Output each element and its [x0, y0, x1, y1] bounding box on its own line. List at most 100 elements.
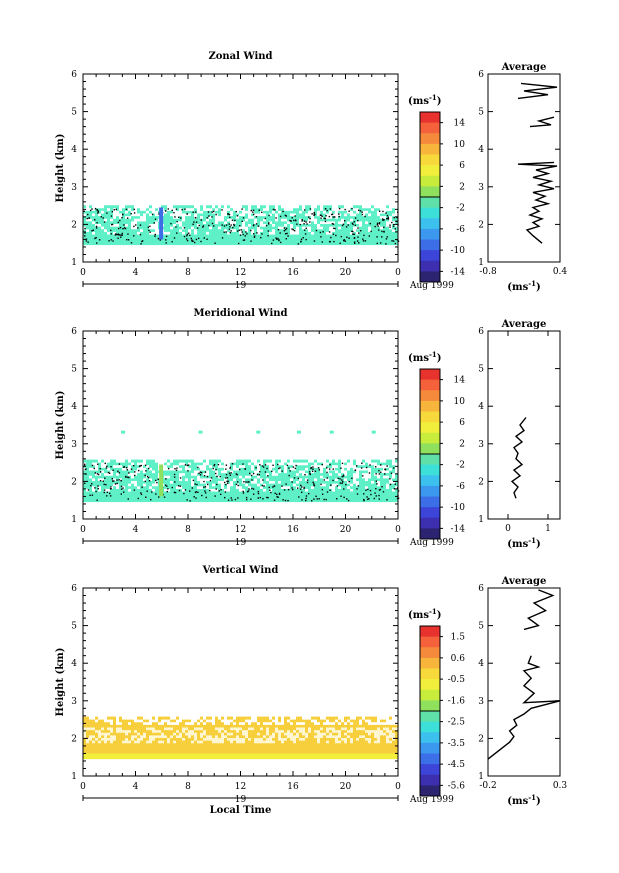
heatmap-cell	[350, 464, 353, 468]
heatmap-cell	[209, 485, 212, 489]
heatmap-cell	[209, 499, 212, 503]
heatmap-cell	[107, 221, 110, 225]
heatmap-cell	[86, 719, 89, 723]
contour-dot	[299, 488, 302, 490]
heatmap-cell	[134, 491, 137, 495]
heatmap-cell	[326, 218, 329, 222]
heatmap-cell	[89, 496, 92, 500]
heatmap-cell	[170, 719, 173, 723]
heatmap-cell	[365, 485, 368, 489]
heatmap-cell	[182, 467, 185, 471]
heatmap-cell	[290, 467, 293, 471]
heatmap-cell	[326, 462, 329, 466]
heatmap-cell	[185, 483, 188, 487]
contour-dot	[236, 473, 238, 476]
contour-dot	[260, 236, 262, 239]
contour-dot	[296, 223, 298, 225]
y-tick-label: 6	[71, 70, 77, 80]
heatmap-cell	[251, 491, 254, 495]
heatmap-cell	[197, 499, 200, 503]
heatmap-cell	[338, 470, 341, 474]
heatmap-cell	[290, 496, 293, 500]
colorbar-swatch	[420, 133, 440, 145]
heatmap-cell	[218, 470, 221, 474]
heatmap-cell	[233, 210, 236, 214]
heatmap-cell	[326, 467, 329, 471]
heatmap-cell	[395, 242, 398, 246]
heatmap-cell	[302, 221, 305, 225]
heatmap-cell	[284, 242, 287, 246]
heatmap-cell	[344, 478, 347, 482]
contour-dot	[390, 472, 393, 474]
heatmap-cell	[230, 493, 233, 497]
heatmap-cell	[155, 493, 158, 497]
heatmap-cell	[98, 485, 101, 489]
contour-dot	[229, 216, 231, 219]
heatmap-cell	[194, 493, 197, 497]
heatmap-cell	[131, 496, 134, 500]
heatmap-cell	[296, 221, 299, 225]
heatmap-cell	[341, 221, 344, 225]
heatmap-cell	[356, 478, 359, 482]
heatmap-cell	[251, 464, 254, 468]
heatmap-cell	[188, 478, 191, 482]
heatmap-cell	[296, 475, 299, 479]
average-x-label-exp: -1	[528, 536, 536, 545]
heatmap-cell	[128, 732, 131, 736]
heatmap-cell	[155, 724, 158, 728]
heatmap-cell	[119, 239, 122, 243]
heatmap-cell	[380, 226, 383, 230]
heatmap-cell	[323, 223, 326, 227]
heatmap-cell	[299, 467, 302, 471]
heatmap-cell	[272, 488, 275, 492]
heatmap-cell	[380, 475, 383, 479]
contour-dot	[223, 481, 226, 484]
heatmap-cell	[377, 210, 380, 214]
heatmap-cell	[314, 239, 317, 243]
heatmap-cell	[248, 493, 251, 497]
contour-dot	[110, 233, 112, 235]
average-x-tick-label: 1	[545, 524, 551, 534]
heatmap-cell	[236, 239, 239, 243]
colorbar-swatch	[420, 400, 440, 412]
heatmap-cell	[395, 231, 398, 235]
heatmap-cell	[197, 462, 200, 466]
heatmap-cell	[269, 499, 272, 503]
heatmap-cell	[218, 242, 221, 246]
contour-dot	[176, 467, 178, 469]
heatmap-cell	[89, 213, 92, 217]
contour-dot	[91, 464, 94, 467]
heatmap-cell	[338, 223, 341, 227]
heatmap-cell	[119, 748, 122, 752]
heatmap-cell	[344, 475, 347, 479]
heatmap-cell	[182, 239, 185, 243]
heatmap-cell	[167, 459, 170, 463]
heatmap-cell	[197, 234, 200, 238]
colorbar-unit-text: (ms	[408, 96, 429, 107]
heatmap-cell	[386, 210, 389, 214]
heatmap-cell	[389, 234, 392, 238]
heatmap-cell	[272, 218, 275, 222]
heatmap-cell	[134, 459, 137, 463]
heatmap-cell	[332, 478, 335, 482]
heatmap-cell	[221, 226, 224, 230]
contour-dot	[94, 237, 96, 240]
heatmap-cell	[203, 223, 206, 227]
contour-dot	[389, 224, 391, 226]
heatmap-cell	[227, 231, 230, 235]
contour-dot	[239, 234, 242, 236]
heatmap-cell	[98, 737, 101, 741]
heatmap-cell	[287, 462, 290, 466]
heatmap-cell	[290, 483, 293, 487]
heatmap-cell	[197, 210, 200, 214]
heatmap-cell	[206, 470, 209, 474]
heatmap-cell	[317, 215, 320, 219]
heatmap-cell	[188, 467, 191, 471]
heatmap-cell	[305, 223, 308, 227]
heatmap-cell	[173, 231, 176, 235]
heatmap-cell	[89, 478, 92, 482]
contour-dot	[387, 216, 389, 219]
heatmap-cell	[275, 480, 278, 484]
contour-dot	[213, 225, 215, 227]
contour-dot	[266, 467, 268, 470]
